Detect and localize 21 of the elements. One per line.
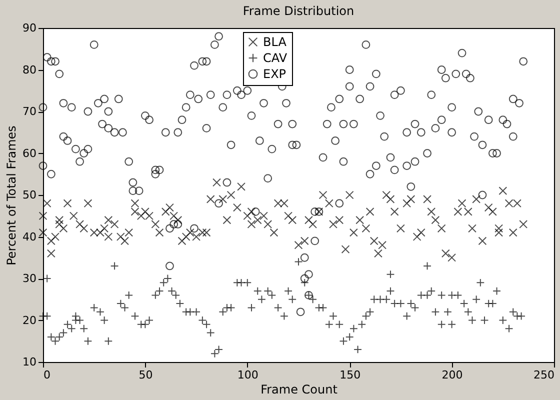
- x-axis-title: Frame Count: [260, 382, 338, 396]
- y-tick-label: 80: [22, 63, 36, 76]
- y-tick-label: 30: [22, 272, 36, 285]
- x-tick-label: 50: [138, 368, 153, 382]
- y-tick-label: 50: [22, 188, 36, 202]
- y-tick-label: 20: [22, 314, 36, 327]
- y-tick-label: 10: [22, 356, 36, 368]
- x-tick-label: 200: [442, 368, 463, 382]
- legend-label: BLA: [263, 35, 288, 49]
- y-tick-label: 90: [22, 22, 36, 34]
- x-tick-label: 100: [237, 368, 258, 382]
- x-tick-label: 250: [534, 368, 554, 382]
- y-axis-title: Percent of Total Frames: [4, 126, 19, 266]
- legend-label: EXP: [263, 67, 286, 81]
- legend-label: CAV: [263, 51, 288, 65]
- y-tick-label: 70: [22, 105, 36, 118]
- x-tick-label: 150: [340, 368, 361, 382]
- chart-title: Frame Distribution: [242, 4, 354, 18]
- y-tick-label: 40: [22, 230, 36, 244]
- y-tick-label: 60: [22, 146, 36, 160]
- x-tick-label: 0: [44, 368, 50, 382]
